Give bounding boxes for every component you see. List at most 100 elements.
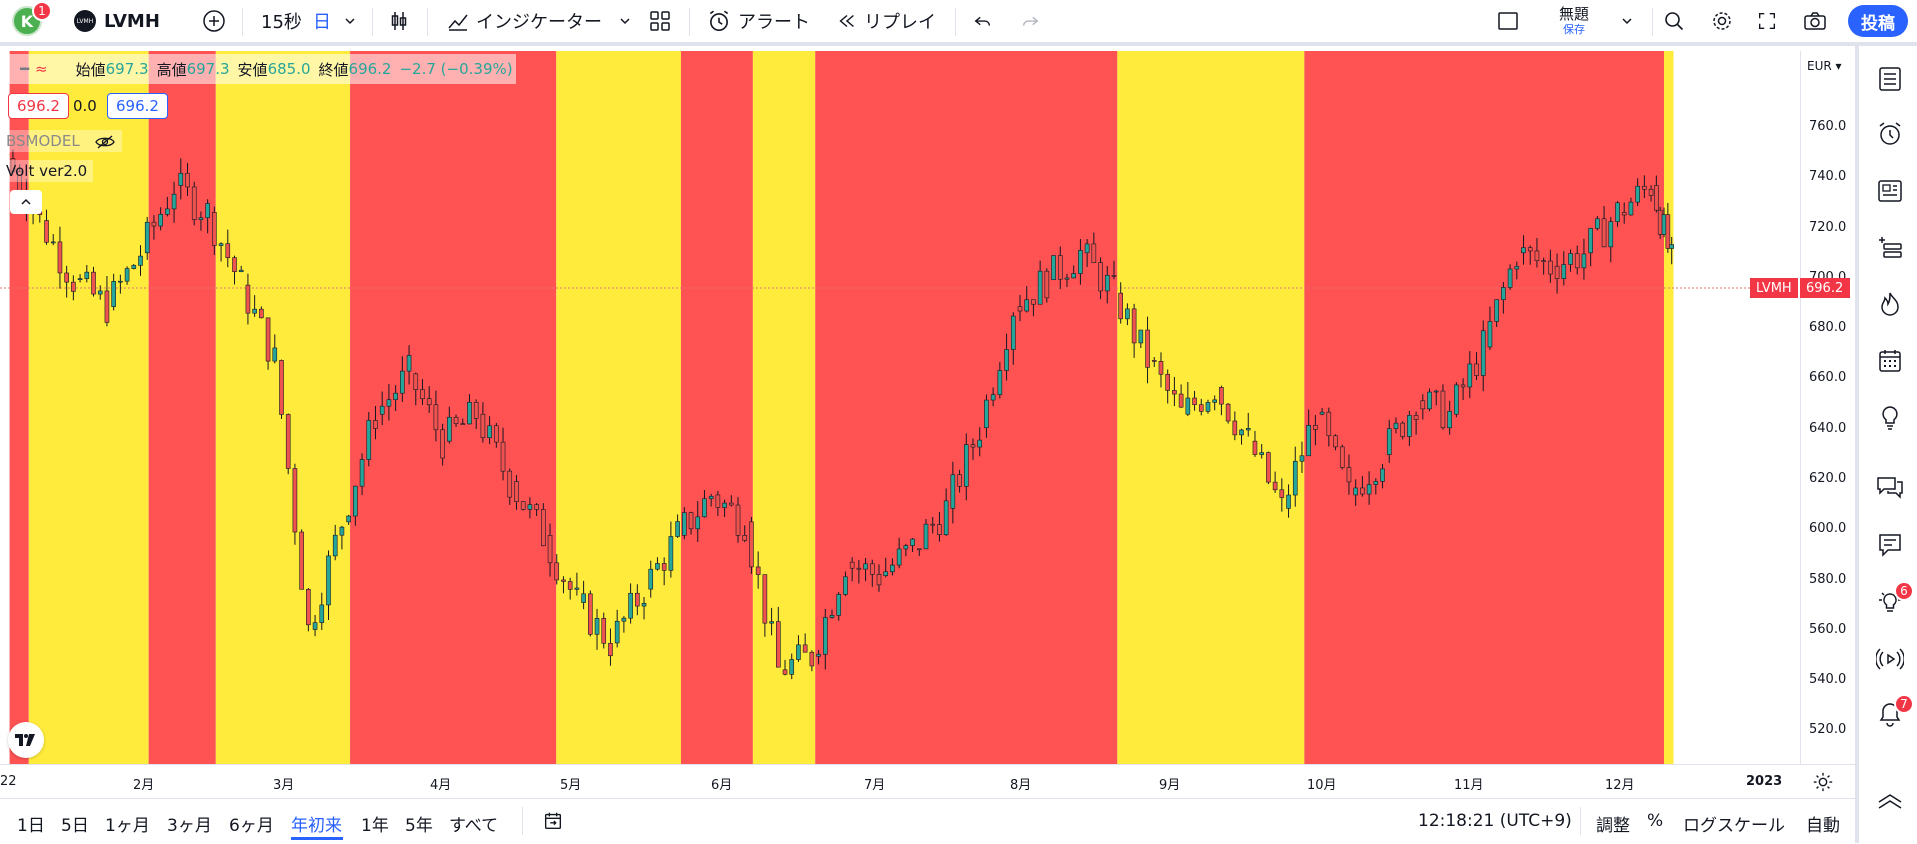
candle xyxy=(1272,471,1278,493)
candle xyxy=(1360,476,1365,497)
indicators-button[interactable]: インジケーター xyxy=(446,0,602,42)
range-6m[interactable]: 6ヶ月 xyxy=(229,816,274,836)
sell-price-button[interactable]: 696.2 xyxy=(8,93,69,119)
candle xyxy=(1118,282,1123,324)
candle xyxy=(977,427,983,457)
adjust-button[interactable]: 調整 xyxy=(1596,816,1630,836)
candle xyxy=(963,433,969,501)
candle xyxy=(205,199,210,234)
comment-icon xyxy=(1879,534,1901,557)
candle xyxy=(641,596,647,620)
eye-hidden-icon[interactable] xyxy=(94,134,116,150)
candle xyxy=(245,273,251,325)
buy-price-button[interactable]: 696.2 xyxy=(107,93,168,119)
candle xyxy=(198,211,204,231)
fullscreen-button[interactable] xyxy=(1756,0,1778,42)
bottom-toolbar: 1日 5日 1ヶ月 3ヶ月 6ヶ月 年初来 1年 5年 すべて 12:18:21… xyxy=(0,798,1855,844)
range-3m[interactable]: 3ヶ月 xyxy=(167,816,212,836)
range-5d[interactable]: 5日 xyxy=(61,816,89,836)
candle xyxy=(742,525,748,543)
symbol-search[interactable]: LVMH LVMH xyxy=(74,0,160,42)
range-5y[interactable]: 5年 xyxy=(405,816,433,836)
replay-button[interactable]: リプレイ xyxy=(836,0,936,42)
compare-add-button[interactable] xyxy=(202,0,226,42)
layout-dropdown[interactable] xyxy=(1620,0,1634,42)
currency-selector[interactable]: EUR ▾ xyxy=(1807,59,1842,73)
layout-toggle-button[interactable] xyxy=(1496,0,1520,42)
range-all[interactable]: すべて xyxy=(449,816,499,836)
alerts-manager-button[interactable] xyxy=(1874,118,1906,150)
candle xyxy=(628,583,633,624)
candle xyxy=(957,469,962,493)
redo-button[interactable] xyxy=(1019,0,1041,42)
period-button[interactable]: 日 xyxy=(313,0,331,42)
auto-scale-button[interactable]: 自動 xyxy=(1806,816,1840,836)
calendar-button[interactable] xyxy=(1874,345,1906,377)
candle xyxy=(366,411,372,467)
interval-dropdown[interactable] xyxy=(343,0,357,42)
study-volt[interactable]: Volt ver2.0 xyxy=(0,160,94,182)
undo-button[interactable] xyxy=(972,0,994,42)
candle xyxy=(494,422,499,448)
candle xyxy=(1024,286,1030,313)
minds-button[interactable] xyxy=(1874,529,1906,561)
settings-button[interactable] xyxy=(1710,0,1734,42)
candle xyxy=(1071,265,1077,279)
range-1y[interactable]: 1年 xyxy=(361,816,389,836)
add-watchlist-button[interactable] xyxy=(1874,232,1906,264)
chart-type-button[interactable] xyxy=(387,0,411,42)
log-scale-button[interactable]: ログスケール xyxy=(1683,816,1785,836)
snapshot-button[interactable] xyxy=(1802,0,1828,42)
candle xyxy=(601,612,607,649)
range-1d[interactable]: 1日 xyxy=(17,816,45,836)
news-button[interactable] xyxy=(1874,175,1906,207)
candle xyxy=(1561,251,1567,286)
candle xyxy=(1407,411,1412,447)
interval-button[interactable]: 15秒 xyxy=(261,0,302,42)
plus-circle-icon xyxy=(203,10,225,32)
price-axis[interactable]: EUR ▾ 760.0 740.0 720.0 700.0 680.0 660.… xyxy=(1800,51,1856,764)
chats-button[interactable] xyxy=(1874,471,1906,503)
lightbulb-icon xyxy=(1882,406,1898,430)
range-ytd[interactable]: 年初来 xyxy=(291,816,342,836)
streams-button[interactable] xyxy=(1874,643,1906,675)
alert-button[interactable]: アラート xyxy=(706,0,810,42)
axis-settings-button[interactable] xyxy=(1812,771,1834,797)
price-chart[interactable] xyxy=(0,51,1800,764)
candle xyxy=(534,502,539,517)
candle xyxy=(1172,376,1177,407)
candle xyxy=(346,514,351,525)
divider xyxy=(522,807,523,835)
tradingview-logo[interactable] xyxy=(8,722,44,758)
candle xyxy=(890,558,895,576)
watchlist-button[interactable] xyxy=(1874,63,1906,95)
layout-name-button[interactable]: 無題 保存 xyxy=(1554,0,1594,42)
collapse-panel-button[interactable] xyxy=(1874,784,1906,816)
hotlists-button[interactable] xyxy=(1874,288,1906,320)
candle xyxy=(1198,398,1204,416)
ideas-stream-button[interactable] xyxy=(1874,402,1906,434)
zone-yellow xyxy=(28,51,149,764)
post-button[interactable]: 投稿 xyxy=(1848,5,1908,37)
search-button[interactable] xyxy=(1662,0,1686,42)
range-1m[interactable]: 1ヶ月 xyxy=(105,816,150,836)
study-bsmodel[interactable]: BSMODEL xyxy=(0,130,123,152)
collapse-icon[interactable]: ━ xyxy=(20,60,30,78)
indicators-dropdown[interactable] xyxy=(618,0,632,42)
notification-badge: 1 xyxy=(32,1,52,21)
spread-text: 0.0 xyxy=(73,97,97,115)
percent-button[interactable]: % xyxy=(1647,811,1664,831)
candle xyxy=(1400,421,1405,440)
layouts-button[interactable] xyxy=(648,0,672,42)
candle xyxy=(1454,382,1459,418)
collapse-legend-button[interactable] xyxy=(10,190,42,214)
price-tick: 640.0 xyxy=(1809,421,1847,436)
low-value: 685.0 xyxy=(267,60,311,78)
redo-icon xyxy=(1022,16,1039,26)
candle xyxy=(567,577,573,600)
time-axis[interactable]: 22 2月 3月 4月 5月 6月 7月 8月 9月 10月 11月 12月 2… xyxy=(0,764,1855,799)
candle xyxy=(1104,265,1110,304)
clock[interactable]: 12:18:21 (UTC+9) xyxy=(1418,811,1572,831)
goto-date-button[interactable] xyxy=(542,810,564,836)
candle xyxy=(863,558,868,582)
